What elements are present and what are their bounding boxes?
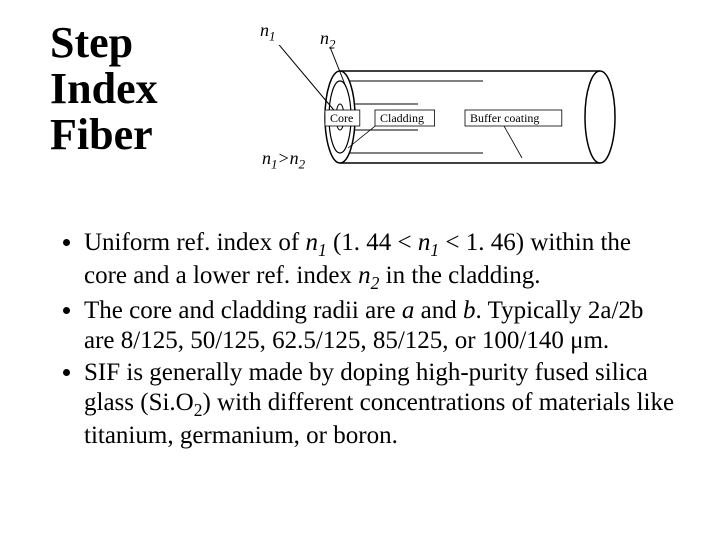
title-line-1: Step	[50, 18, 133, 67]
bullet-item: The core and cladding radii are a and b.…	[84, 296, 680, 356]
svg-text:Buffer coating: Buffer coating	[470, 111, 539, 125]
svg-text:Core: Core	[330, 111, 353, 125]
bullet-item: SIF is generally made by doping high-pur…	[84, 358, 680, 451]
page-title: Step Index Fiber	[50, 20, 180, 159]
n1-label: n1	[260, 20, 276, 45]
fiber-diagram: n1 n2 n1>n2 CoreCladdingBuffer coating	[200, 20, 680, 200]
header-row: Step Index Fiber n1 n2 n1>n2 CoreCladdin…	[50, 20, 680, 200]
fiber-svg: Core Cladding Buffer coating	[230, 45, 650, 195]
title-line-2: Index	[50, 64, 158, 113]
svg-text:Cladding: Cladding	[380, 111, 424, 125]
bullet-list: Uniform ref. index of n1 (1. 44 < n1 < 1…	[50, 228, 680, 451]
bullet-item: Uniform ref. index of n1 (1. 44 < n1 < 1…	[84, 228, 680, 294]
title-line-3: Fiber	[50, 110, 153, 159]
